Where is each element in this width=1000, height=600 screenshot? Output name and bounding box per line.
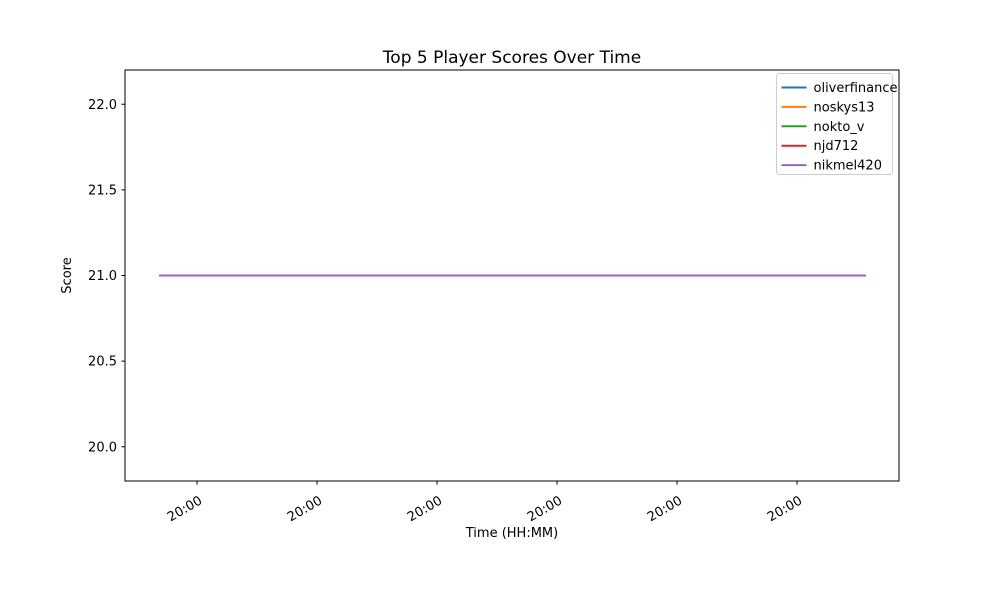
x-tick-label: 20:00 xyxy=(165,493,205,525)
legend-box xyxy=(776,73,893,175)
y-tick-label: 20.5 xyxy=(88,355,117,370)
legend-label-oliverfinance: oliverfinance xyxy=(814,81,898,96)
y-tick-label: 21.5 xyxy=(88,183,117,198)
x-tick-label: 20:00 xyxy=(285,493,325,525)
x-tick-label: 20:00 xyxy=(765,493,805,525)
x-tick-label: 20:00 xyxy=(405,493,445,525)
chart-title: Top 5 Player Scores Over Time xyxy=(382,48,641,68)
legend-label-noskys13: noskys13 xyxy=(814,100,875,115)
legend-label-njd712: njd712 xyxy=(814,139,859,154)
legend-label-nokto_v: nokto_v xyxy=(814,120,865,135)
y-tick-label: 22.0 xyxy=(88,98,117,113)
x-tick-label: 20:00 xyxy=(525,493,565,525)
x-tick-label: 20:00 xyxy=(645,493,685,525)
y-tick-label: 21.0 xyxy=(88,269,117,284)
x-axis-label: Time (HH:MM) xyxy=(465,526,558,541)
y-tick-label: 20.0 xyxy=(88,440,117,455)
y-axis-label: Score xyxy=(60,257,75,293)
legend-label-nikmel420: nikmel420 xyxy=(814,159,882,174)
